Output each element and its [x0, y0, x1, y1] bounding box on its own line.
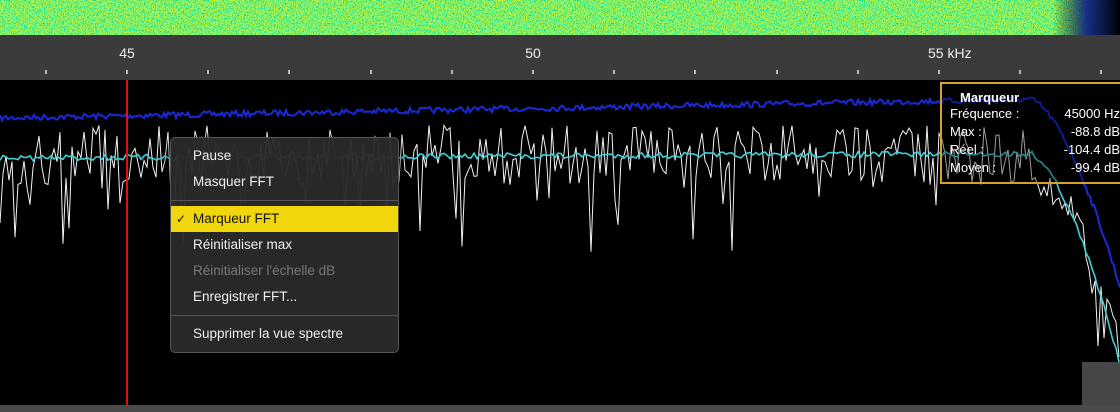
context-menu: Pause Masquer FFT ✓ Marqueur FFT Réinitialis…: [170, 137, 399, 353]
marker-key: Max :: [950, 123, 982, 141]
marker-value: -104.4 dB: [1064, 141, 1120, 159]
scroll-handle: [1082, 362, 1120, 405]
axis-tick: [938, 70, 940, 74]
marker-value: -88.8 dB: [1071, 123, 1120, 141]
axis-tick: [126, 70, 128, 74]
menu-item[interactable]: Masquer FFT: [171, 169, 398, 195]
menu-item: Réinitialiser l'échelle dB: [171, 258, 398, 284]
menu-label: Réinitialiser l'échelle dB: [193, 263, 335, 278]
marker-value: -99.4 dB: [1071, 159, 1120, 177]
menu-label: Supprimer la vue spectre: [193, 326, 343, 341]
axis-tick: [694, 70, 696, 74]
waterfall: [0, 0, 1120, 35]
frequency-axis: 45 50 55 kHz: [0, 35, 1120, 80]
menu-label: Masquer FFT: [193, 174, 274, 189]
axis-tick: [288, 70, 290, 74]
axis-label: 55 kHz: [928, 45, 972, 61]
marker-title: Marqueur: [942, 84, 1120, 105]
menu-item[interactable]: Supprimer la vue spectre: [171, 321, 398, 347]
axis-tick: [532, 70, 534, 74]
marker-row: Fréquence : 45000 Hz: [942, 105, 1120, 123]
axis-tick: [45, 70, 47, 74]
axis-tick: [207, 70, 209, 74]
menu-separator: [171, 200, 398, 201]
axis-tick: [613, 70, 615, 74]
axis-tick: [1100, 70, 1102, 74]
menu-label: Pause: [193, 148, 231, 163]
axis-tick: [857, 70, 859, 74]
marker-panel: Marqueur Fréquence : 45000 Hz Max : -88.8 d…: [940, 82, 1120, 184]
axis-tick: [370, 70, 372, 74]
marker-key: Moyen :: [950, 159, 996, 177]
spectrum-window: 45 50 55 kHz Pause Masquer FFT ✓ Marqueur FFT…: [0, 0, 1120, 412]
axis-tick: [776, 70, 778, 74]
marker-key: Fréquence :: [950, 105, 1019, 123]
marker-row: Moyen : -99.4 dB: [942, 159, 1120, 177]
axis-tick: [1019, 70, 1021, 74]
page: 45 50 55 kHz Pause Masquer FFT ✓ Marqueur FFT…: [0, 0, 1120, 412]
menu-label: Enregistrer FFT...: [193, 289, 297, 304]
marker-key: Réel :: [950, 141, 984, 159]
marker-row: Max : -88.8 dB: [942, 123, 1120, 141]
menu-item[interactable]: Enregistrer FFT...: [171, 284, 398, 310]
axis-label: 50: [525, 45, 541, 61]
menu-item[interactable]: ✓ Marqueur FFT: [171, 206, 398, 232]
marker-value: 45000 Hz: [1064, 105, 1120, 123]
bottom-bar: [0, 405, 1120, 412]
axis-tick: [451, 70, 453, 74]
menu-item[interactable]: Pause: [171, 143, 398, 169]
waterfall-fade: [0, 0, 1120, 35]
menu-item[interactable]: Réinitialiser max: [171, 232, 398, 258]
check-mark: ✓: [176, 206, 186, 232]
axis-label: 45: [119, 45, 135, 61]
marker-row: Réel : -104.4 dB: [942, 141, 1120, 159]
menu-label: Réinitialiser max: [193, 237, 292, 252]
menu-label: Marqueur FFT: [193, 211, 279, 226]
menu-separator: [171, 315, 398, 316]
